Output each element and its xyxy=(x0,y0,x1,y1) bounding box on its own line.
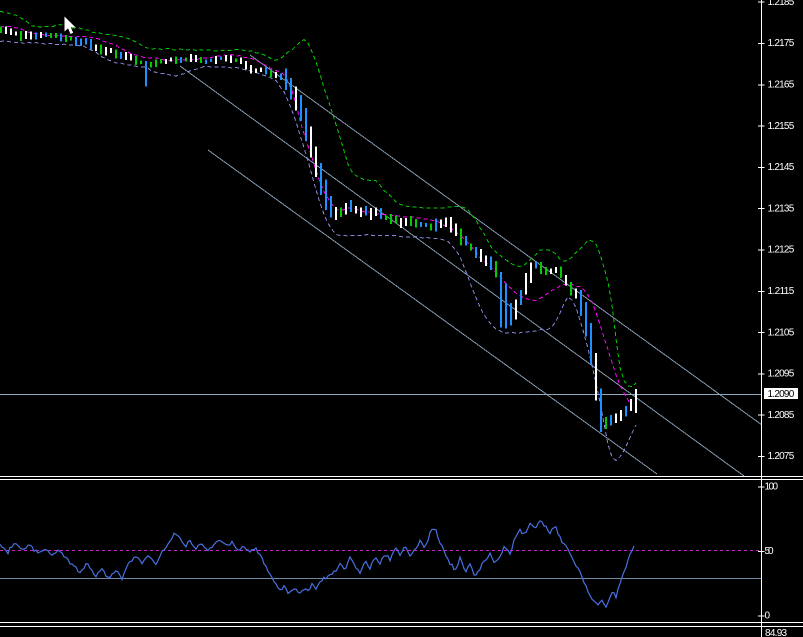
svg-text:1.2115: 1.2115 xyxy=(768,286,795,297)
svg-text:1.2175: 1.2175 xyxy=(768,38,795,49)
svg-text:84.93: 84.93 xyxy=(765,628,788,637)
svg-text:50: 50 xyxy=(765,546,774,557)
svg-text:1.2085: 1.2085 xyxy=(768,410,795,421)
svg-text:1.2105: 1.2105 xyxy=(768,327,795,338)
svg-text:0: 0 xyxy=(765,611,771,622)
svg-text:1.2090: 1.2090 xyxy=(768,389,795,400)
svg-text:100: 100 xyxy=(765,482,779,493)
svg-text:1.2185: 1.2185 xyxy=(768,0,795,8)
svg-text:1.2095: 1.2095 xyxy=(768,369,795,380)
svg-text:1.2135: 1.2135 xyxy=(768,203,795,214)
svg-text:1.2165: 1.2165 xyxy=(768,80,795,91)
svg-text:1.2075: 1.2075 xyxy=(768,451,795,462)
svg-text:1.2145: 1.2145 xyxy=(768,162,795,173)
svg-text:1.2125: 1.2125 xyxy=(768,245,795,256)
svg-text:1.2155: 1.2155 xyxy=(768,121,795,132)
